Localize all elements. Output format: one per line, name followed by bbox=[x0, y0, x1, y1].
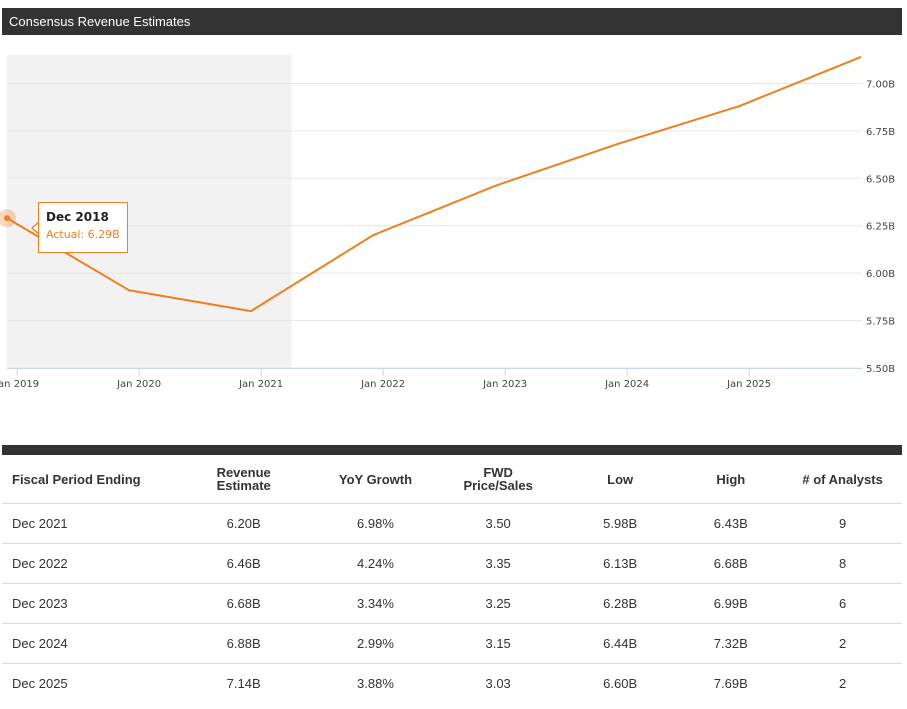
x-tick-label: Jan 2025 bbox=[726, 379, 771, 390]
column-header: Low bbox=[561, 455, 679, 504]
table-cell: 6.43B bbox=[678, 503, 784, 544]
table-cell: 6.20B bbox=[170, 503, 317, 544]
data-point[interactable] bbox=[125, 286, 133, 294]
table-cell: Dec 2025 bbox=[12, 676, 68, 691]
chart-tooltip: Dec 2018 Actual: 6.29B bbox=[38, 202, 128, 253]
table-cell: 4.24% bbox=[316, 543, 435, 584]
table-cell: Dec 2021 bbox=[2, 503, 171, 544]
table-cell: 6.28B bbox=[561, 583, 679, 624]
column-header: YoY Growth bbox=[316, 455, 435, 504]
table-cell: 5.98B bbox=[561, 503, 679, 544]
chart-header: Consensus Revenue Estimates bbox=[2, 8, 902, 35]
data-point[interactable] bbox=[369, 231, 377, 239]
table-cell: 6.46B bbox=[170, 543, 317, 584]
table-cell: 2 bbox=[839, 676, 847, 691]
table-cell: 9 bbox=[783, 503, 902, 544]
table-cell: Dec 2023 bbox=[2, 583, 171, 624]
table-body: Dec 2021 6.20B 6.98% 3.50 5.98B 6.43B 9 Dec 202… bbox=[2, 503, 902, 704]
table-cell: 2 bbox=[783, 623, 902, 664]
x-tick-label: Jan 2023 bbox=[482, 379, 527, 390]
estimates-table: Fiscal Period Ending Revenue Estimate YoY … bbox=[2, 455, 902, 703]
table-cell: 3.50 bbox=[434, 503, 562, 544]
table-cell: 3.88% bbox=[357, 676, 394, 691]
tooltip-arrow-fill bbox=[33, 222, 40, 234]
y-tick-label: 7.00B bbox=[866, 79, 895, 90]
table-header-row: Fiscal Period Ending Revenue Estimate YoY … bbox=[2, 455, 902, 504]
table-cell: 6.44B bbox=[561, 623, 679, 664]
x-tick-label: Jan 2020 bbox=[116, 379, 161, 390]
table-cell: 3.15 bbox=[434, 623, 562, 664]
data-point[interactable] bbox=[491, 182, 499, 190]
table-cell: 3.34% bbox=[316, 583, 435, 624]
table-cell: 6.88B bbox=[170, 623, 317, 664]
y-tick-label: 5.75B bbox=[866, 317, 895, 328]
x-tick-label: Jan 2024 bbox=[604, 379, 649, 390]
y-tick-label: 6.00B bbox=[866, 269, 895, 280]
data-point[interactable] bbox=[613, 140, 621, 148]
table-row: Dec 2021 6.20B 6.98% 3.50 5.98B 6.43B 9 bbox=[2, 503, 902, 544]
table-row: Dec 2025 7.14B 3.88% 3.03 6.60B 7.69B 2 bbox=[2, 664, 902, 704]
x-tick-label: Jan 2021 bbox=[238, 379, 283, 390]
data-point[interactable] bbox=[247, 307, 255, 315]
column-header: # of Analysts bbox=[783, 455, 902, 504]
table-cell: 6.68B bbox=[170, 583, 317, 624]
table-cell: 6.68B bbox=[678, 543, 784, 584]
table-cell: 7.14B bbox=[226, 676, 261, 691]
chart-title: Consensus Revenue Estimates bbox=[9, 14, 191, 29]
column-header: FWD Price/Sales bbox=[434, 455, 562, 504]
table-cell: 6.60B bbox=[603, 676, 638, 691]
table-header-bar bbox=[2, 445, 902, 455]
x-tick-label: Jan 2022 bbox=[360, 379, 405, 390]
tooltip-title: Dec 2018 bbox=[46, 210, 109, 224]
table-row: Dec 2024 6.88B 2.99% 3.15 6.44B 7.32B 2 bbox=[2, 623, 902, 664]
table-cell: 8 bbox=[783, 543, 902, 584]
table-cell: 3.03 bbox=[485, 676, 511, 691]
y-tick-label: 6.25B bbox=[866, 222, 895, 233]
table-cell: 6.99B bbox=[678, 583, 784, 624]
table-cell: 6.98% bbox=[316, 503, 435, 544]
column-header: High bbox=[678, 455, 784, 504]
table-cell: 7.69B bbox=[713, 676, 748, 691]
data-point[interactable] bbox=[735, 102, 743, 110]
table-cell: 6.13B bbox=[561, 543, 679, 584]
table-cell: 3.25 bbox=[434, 583, 562, 624]
x-tick-label: Jan 2019 bbox=[0, 379, 39, 390]
y-tick-label: 6.50B bbox=[866, 174, 895, 185]
table-cell: 6 bbox=[783, 583, 902, 624]
hover-point-marker[interactable] bbox=[4, 215, 10, 222]
table-cell: Dec 2022 bbox=[2, 543, 171, 584]
data-point[interactable] bbox=[857, 53, 865, 61]
column-header: Revenue Estimate bbox=[170, 455, 317, 504]
table-cell: 7.32B bbox=[678, 623, 784, 664]
y-tick-label: 5.50B bbox=[866, 364, 895, 375]
table-row: Dec 2023 6.68B 3.34% 3.25 6.28B 6.99B 6 bbox=[2, 583, 902, 624]
table-row: Dec 2022 6.46B 4.24% 3.35 6.13B 6.68B 8 bbox=[2, 543, 902, 584]
table-cell: 3.35 bbox=[434, 543, 562, 584]
table-cell: Dec 2024 bbox=[2, 623, 171, 664]
table-cell: 2.99% bbox=[316, 623, 435, 664]
column-header: Fiscal Period Ending bbox=[2, 455, 171, 504]
tooltip-value: Actual: 6.29B bbox=[46, 228, 120, 241]
revenue-line-chart[interactable]: 5.50B 5.75B 6.00B 6.25B 6.50B 6.75B 7.00B Jan 2… bbox=[0, 40, 907, 400]
y-tick-label: 6.75B bbox=[866, 127, 895, 138]
revenue-series-line[interactable] bbox=[6, 55, 862, 313]
